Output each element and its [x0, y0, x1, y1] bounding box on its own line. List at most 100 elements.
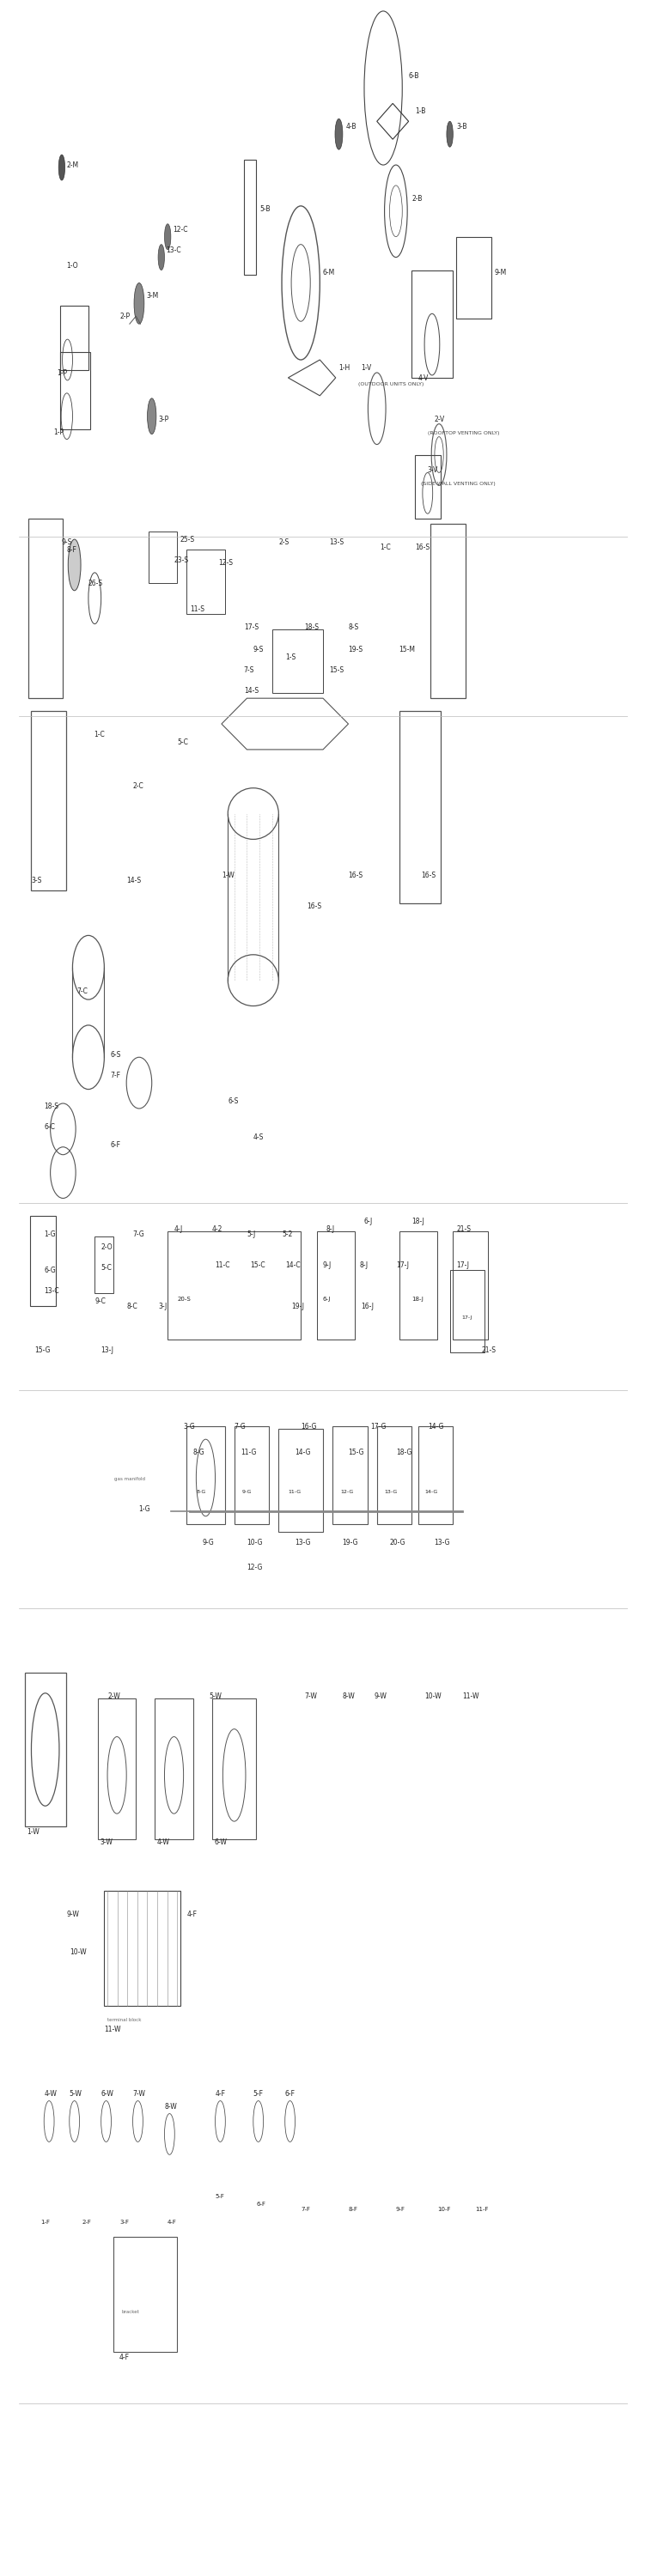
Bar: [333, 1427, 368, 1525]
Text: 18-S: 18-S: [304, 623, 318, 631]
Bar: [317, 1231, 355, 1340]
Text: 2-V: 2-V: [434, 415, 444, 422]
Text: 4-J: 4-J: [174, 1226, 183, 1234]
Text: 21-S: 21-S: [481, 1347, 496, 1355]
Text: 16-S: 16-S: [307, 902, 322, 909]
Text: 9-W: 9-W: [374, 1692, 386, 1700]
Text: 6-W: 6-W: [214, 1839, 227, 1847]
Bar: [187, 549, 225, 613]
Text: 11-G: 11-G: [240, 1448, 256, 1455]
Bar: [168, 1231, 301, 1340]
Text: 23-S: 23-S: [174, 556, 189, 564]
Text: 9-G: 9-G: [242, 1489, 251, 1494]
Text: 17-J: 17-J: [396, 1262, 409, 1270]
Text: 6-F: 6-F: [256, 2202, 266, 2208]
Text: 15-C: 15-C: [250, 1262, 266, 1270]
Text: 21-S: 21-S: [456, 1226, 471, 1234]
Text: 2-B: 2-B: [412, 196, 422, 204]
Bar: [412, 270, 453, 379]
Text: 13-C: 13-C: [44, 1288, 59, 1296]
Text: 14-G: 14-G: [428, 1422, 444, 1430]
Bar: [104, 1891, 180, 2007]
Text: 3-B: 3-B: [456, 124, 467, 131]
Text: 1-G: 1-G: [139, 1504, 151, 1512]
Text: 11-W: 11-W: [463, 1692, 479, 1700]
Bar: [212, 1698, 256, 1839]
Text: (ROOFTOP VENTING ONLY): (ROOFTOP VENTING ONLY): [428, 430, 499, 435]
Text: 16-J: 16-J: [361, 1303, 374, 1311]
Text: 6-F: 6-F: [110, 1141, 121, 1149]
Text: 10-W: 10-W: [69, 1947, 86, 1955]
Text: 5-F: 5-F: [215, 2195, 225, 2200]
Circle shape: [147, 399, 156, 435]
Text: 9-G: 9-G: [203, 1538, 214, 1546]
Text: 13-G: 13-G: [384, 1489, 397, 1494]
Bar: [399, 1231, 437, 1340]
Text: 15-G: 15-G: [348, 1448, 364, 1455]
Text: 12-G: 12-G: [247, 1564, 263, 1571]
Text: 3-P: 3-P: [158, 415, 169, 422]
Text: 4-W: 4-W: [44, 2089, 57, 2097]
Text: 15-M: 15-M: [399, 647, 415, 654]
Bar: [399, 711, 441, 904]
Text: 12-C: 12-C: [172, 227, 188, 234]
Text: 3-M: 3-M: [147, 291, 159, 299]
Circle shape: [158, 245, 165, 270]
Text: 3-F: 3-F: [120, 2221, 130, 2226]
Text: 9-C: 9-C: [95, 1298, 106, 1306]
Bar: [278, 1430, 323, 1533]
Text: 8-W: 8-W: [165, 2102, 177, 2110]
Text: 4-F: 4-F: [119, 2354, 129, 2362]
Bar: [95, 1236, 114, 1293]
Text: 11-F: 11-F: [475, 2208, 488, 2213]
Text: 6-B: 6-B: [409, 72, 419, 80]
Text: 9-S: 9-S: [61, 538, 72, 546]
Text: 18-J: 18-J: [412, 1296, 424, 1301]
Text: 14-S: 14-S: [127, 876, 141, 884]
Bar: [453, 1231, 488, 1340]
Text: 14-C: 14-C: [285, 1262, 300, 1270]
Text: 5-B: 5-B: [260, 206, 270, 214]
Bar: [415, 456, 441, 518]
Text: 2-C: 2-C: [133, 783, 143, 791]
Text: 6-F: 6-F: [285, 2089, 295, 2097]
Text: 1-O: 1-O: [66, 263, 78, 270]
Bar: [30, 1216, 56, 1306]
Text: 1-P: 1-P: [54, 428, 64, 435]
Bar: [431, 523, 466, 698]
Text: 9-F: 9-F: [396, 2208, 406, 2213]
Text: 9-W: 9-W: [66, 1911, 79, 1919]
Text: 12-S: 12-S: [218, 559, 233, 567]
Text: 5-C: 5-C: [101, 1265, 112, 1273]
Text: 5-2: 5-2: [282, 1231, 293, 1239]
Text: 12-G: 12-G: [340, 1489, 354, 1494]
Text: (SIDE WALL VENTING ONLY): (SIDE WALL VENTING ONLY): [421, 482, 495, 487]
Text: 1-S: 1-S: [285, 654, 295, 662]
Text: 6-S: 6-S: [110, 1051, 121, 1059]
Text: 19-S: 19-S: [348, 647, 363, 654]
Bar: [98, 1698, 136, 1839]
Text: 5-J: 5-J: [247, 1231, 256, 1239]
Text: 4-F: 4-F: [187, 1911, 197, 1919]
Text: 2-O: 2-O: [101, 1244, 113, 1252]
Text: 14-G: 14-G: [295, 1448, 310, 1455]
Text: 2-F: 2-F: [82, 2221, 91, 2226]
Text: 6-J: 6-J: [323, 1296, 331, 1301]
Text: 5-C: 5-C: [177, 739, 188, 747]
Text: 3-J: 3-J: [158, 1303, 167, 1311]
Text: 17-S: 17-S: [244, 623, 258, 631]
Bar: [60, 307, 89, 371]
Text: 1-H: 1-H: [339, 363, 350, 371]
Text: 1-C: 1-C: [380, 544, 391, 551]
Text: 4-F: 4-F: [168, 2221, 177, 2226]
Text: 26-S: 26-S: [89, 580, 103, 587]
Bar: [28, 518, 63, 698]
Text: 20-G: 20-G: [390, 1538, 406, 1546]
Text: 6-J: 6-J: [364, 1218, 373, 1226]
Text: 3-G: 3-G: [183, 1422, 195, 1430]
Text: 1-P: 1-P: [57, 368, 67, 376]
Text: 6-M: 6-M: [323, 268, 335, 276]
Text: 18-S: 18-S: [44, 1103, 59, 1110]
Text: 13-G: 13-G: [434, 1538, 450, 1546]
Bar: [418, 1427, 453, 1525]
